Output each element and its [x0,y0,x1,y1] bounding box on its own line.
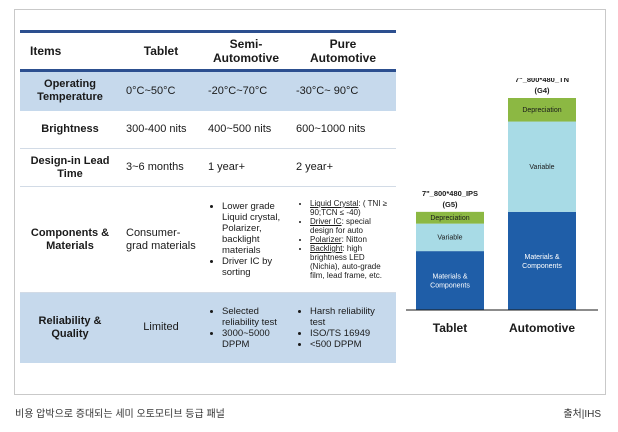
semi-brightness: 400~500 nits [202,110,290,149]
category-label: Tablet [433,321,467,335]
pure-item-key: Liquid Crystal [310,199,359,208]
pure-item-value: : ( TNI ≥ 90;TCN ≤ -40) [310,199,388,217]
cost-stack-chart-svg: Materials & Components Variable Depreciatio… [406,75,598,335]
pure-item-value: : high brightness LED (Nichia), auto-gra… [310,244,383,280]
semi-components-materials: Lower grade Liquid crystal, Polarizer, b… [202,186,290,293]
pure-components-list: Liquid Crystal: ( TNI ≥ 90;TCN ≤ -40) Dr… [296,199,390,280]
row-brightness: Brightness 300-400 nits 400~500 nits 600… [20,110,396,149]
semi-design-in-lead-time: 1 year+ [202,148,290,187]
bar-title: 7"_800*480_TN [515,78,569,84]
segment-label: Materials & [524,254,559,261]
bar-segment [508,98,576,122]
semi-components-item: Lower grade Liquid crystal, Polarizer, b… [222,201,284,256]
bar-title: 7"_800*480_IPS [422,189,478,198]
tablet-components-materials: Consumer-grad materials [120,186,202,293]
pure-item-value: : special design for auto [310,217,371,235]
pure-components-item: Liquid Crystal: ( TNI ≥ 90;TCN ≤ -40) [310,199,390,217]
pure-reliability-item: Harsh reliability test [310,306,390,328]
bar-segment [416,223,484,252]
pure-item-key: Backlight [310,244,343,253]
row-reliability-quality: Reliability & Quality Limited Selected r… [20,292,396,363]
label-reliability-quality: Reliability & Quality [20,292,120,363]
segment-label: Depreciation [522,107,561,114]
header-pure-automotive: Pure Automotive [290,30,396,72]
bar-segment [416,211,484,224]
figure-source: 출처|IHS [563,409,601,420]
row-operating-temperature: Operating Temperature 0°C~50°C -20°C~70°… [20,70,396,111]
segment-label: Components [430,282,470,289]
pure-reliability-item: ISO/TS 16949 [310,328,390,339]
pure-components-item: Driver IC: special design for auto [310,217,390,235]
tablet-operating-temperature: 0°C~50°C [120,70,202,111]
segment-label: Materials & [432,273,467,280]
segment-label: Depreciation [430,215,469,222]
pure-components-item: Polarizer: Nitton [310,235,390,244]
pure-components-item: Backlight: high brightness LED (Nichia),… [310,244,390,280]
semi-reliability-item: 3000~5000 DPPM [222,328,284,350]
pure-item-key: Driver IC [310,217,342,226]
segment-label: Components [522,263,562,270]
cost-stack-chart: Materials & Components Variable Depreciatio… [402,75,602,348]
figure-caption: 비용 압박으로 증대되는 세미 오토모티브 등급 패널 [15,409,225,420]
pure-item-key: Polarizer [310,235,342,244]
pure-design-in-lead-time: 2 year+ [290,148,396,187]
bar-title: (G4) [535,86,551,95]
header-row: Items Tablet Semi- Automotive Pure Autom… [20,30,396,72]
label-components-materials: Components & Materials [20,186,120,293]
pure-reliability-quality: Harsh reliability test ISO/TS 16949 <500… [290,292,396,363]
segment-label: Variable [529,164,554,171]
bar-segment [508,121,576,212]
pure-operating-temperature: -30°C~ 90°C [290,70,396,111]
bar-segment [508,211,576,310]
semi-reliability-quality: Selected reliability test 3000~5000 DPPM [202,292,290,363]
segment-label: Variable [437,235,462,242]
semi-operating-temperature: -20°C~70°C [202,70,290,111]
tablet-brightness: 300-400 nits [120,110,202,149]
pure-reliability-item: <500 DPPM [310,339,390,350]
row-components-materials: Components & Materials Consumer-grad mat… [20,186,396,293]
header-semi-automotive: Semi- Automotive [202,30,290,72]
pure-brightness: 600~1000 nits [290,110,396,149]
pure-reliability-list: Harsh reliability test ISO/TS 16949 <500… [296,306,390,350]
label-design-in-lead-time: Design-in Lead Time [20,148,120,187]
bar-title: (G5) [443,200,459,209]
semi-reliability-list: Selected reliability test 3000~5000 DPPM [208,306,284,350]
row-design-in-lead-time: Design-in Lead Time 3~6 months 1 year+ 2… [20,148,396,187]
comparison-table-container: Items Tablet Semi- Automotive Pure Autom… [20,30,396,363]
tablet-design-in-lead-time: 3~6 months [120,148,202,187]
label-operating-temperature: Operating Temperature [20,70,120,111]
bar-segment [416,251,484,310]
header-tablet: Tablet [120,30,202,72]
category-label: Automotive [509,321,575,335]
header-items: Items [20,30,120,72]
label-brightness: Brightness [20,110,120,149]
pure-item-value: : Nitton [341,235,367,244]
pure-components-materials: Liquid Crystal: ( TNI ≥ 90;TCN ≤ -40) Dr… [290,186,396,293]
semi-reliability-item: Selected reliability test [222,306,284,328]
comparison-table: Items Tablet Semi- Automotive Pure Autom… [20,30,396,363]
tablet-reliability-quality: Limited [120,292,202,363]
semi-components-item: Driver IC by sorting [222,256,284,278]
semi-components-list: Lower grade Liquid crystal, Polarizer, b… [208,201,284,278]
